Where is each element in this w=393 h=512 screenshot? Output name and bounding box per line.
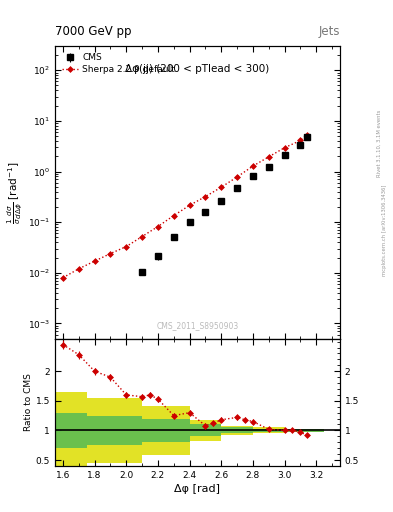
Sherpa 2.2.9 default xyxy=(298,137,303,143)
Sherpa 2.2.9 default xyxy=(61,274,65,281)
Sherpa 2.2.9 default xyxy=(76,266,81,272)
Text: Jets: Jets xyxy=(318,26,340,38)
Sherpa 2.2.9 default xyxy=(235,174,239,180)
Sherpa 2.2.9 default xyxy=(250,163,255,169)
Sherpa 2.2.9 default xyxy=(203,194,208,200)
Sherpa 2.2.9 default xyxy=(92,258,97,264)
Sherpa 2.2.9 default xyxy=(171,212,176,219)
Sherpa 2.2.9 default xyxy=(108,250,113,257)
Y-axis label: $\frac{1}{\sigma}\frac{d\sigma}{d\Delta\phi}$ [rad$^{-1}$]: $\frac{1}{\sigma}\frac{d\sigma}{d\Delta\… xyxy=(6,161,25,224)
Text: Δφ(jj) (200 < pTlead < 300): Δφ(jj) (200 < pTlead < 300) xyxy=(125,63,270,74)
Text: Rivet 3.1.10, 3.1M events: Rivet 3.1.10, 3.1M events xyxy=(377,110,382,177)
Text: mcplots.cern.ch [arXiv:1306.3436]: mcplots.cern.ch [arXiv:1306.3436] xyxy=(382,185,387,276)
Sherpa 2.2.9 default xyxy=(282,145,287,151)
Sherpa 2.2.9 default xyxy=(219,184,224,190)
Sherpa 2.2.9 default xyxy=(124,244,129,250)
Legend: CMS, Sherpa 2.2.9 default: CMS, Sherpa 2.2.9 default xyxy=(59,51,178,77)
Text: CMS_2011_S8950903: CMS_2011_S8950903 xyxy=(156,321,239,330)
Sherpa 2.2.9 default xyxy=(156,223,160,229)
Sherpa 2.2.9 default xyxy=(304,132,309,138)
X-axis label: Δφ [rad]: Δφ [rad] xyxy=(174,484,220,494)
Sherpa 2.2.9 default xyxy=(266,154,271,160)
Y-axis label: Ratio to CMS: Ratio to CMS xyxy=(24,373,33,431)
Sherpa 2.2.9 default xyxy=(187,202,192,208)
Text: 7000 GeV pp: 7000 GeV pp xyxy=(55,26,132,38)
Line: Sherpa 2.2.9 default: Sherpa 2.2.9 default xyxy=(61,133,309,280)
Sherpa 2.2.9 default xyxy=(140,233,145,240)
